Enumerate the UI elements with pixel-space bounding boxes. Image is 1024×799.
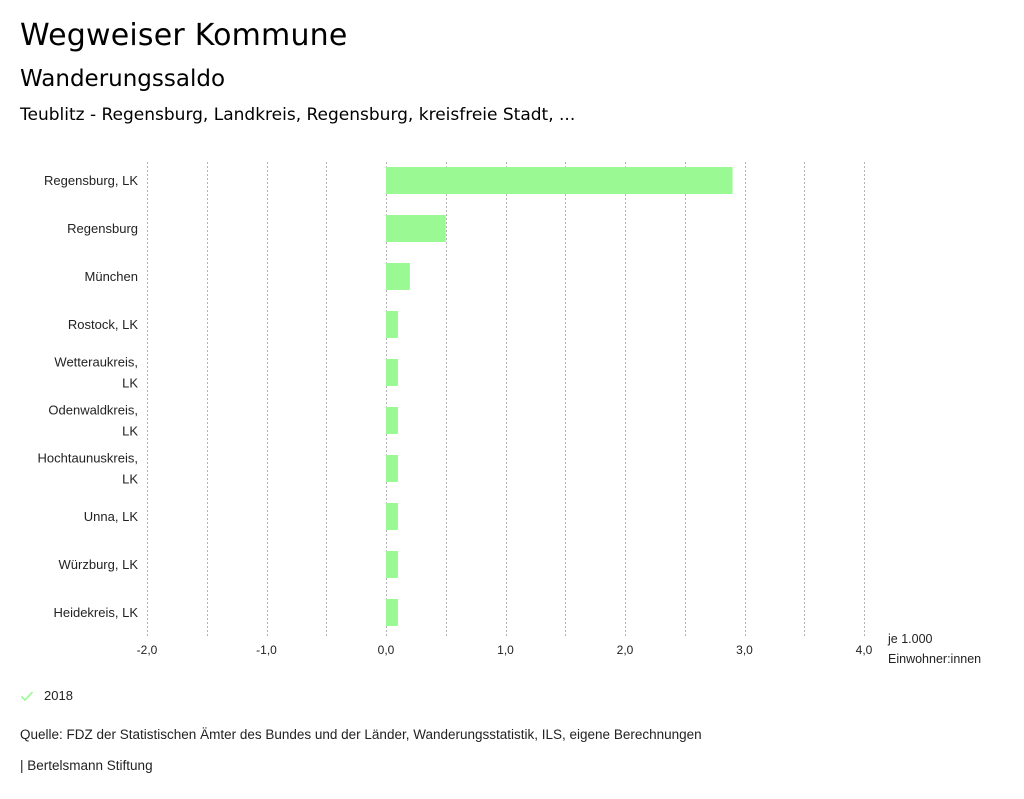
check-icon[interactable] bbox=[20, 689, 34, 703]
category-label: Hochtaunuskreis, LK bbox=[38, 451, 139, 487]
x-axis-unit-line-1: je 1.000 bbox=[887, 632, 933, 646]
bar[interactable] bbox=[386, 311, 398, 338]
credit-note: | Bertelsmann Stiftung bbox=[20, 758, 153, 773]
category-label: Heidekreis, LK bbox=[53, 605, 138, 620]
x-tick-label: 4,0 bbox=[856, 643, 873, 657]
category-label: Odenwaldkreis, LK bbox=[48, 403, 138, 439]
chart-subtitle: Wanderungssaldo bbox=[20, 66, 226, 92]
bar[interactable] bbox=[386, 215, 446, 242]
x-tick-label: 0,0 bbox=[378, 643, 395, 657]
bar[interactable] bbox=[386, 407, 398, 434]
category-label: Regensburg bbox=[67, 221, 138, 236]
bar[interactable] bbox=[386, 455, 398, 482]
bar[interactable] bbox=[386, 263, 410, 290]
bar[interactable] bbox=[386, 359, 398, 386]
bar[interactable] bbox=[386, 599, 398, 626]
legend-item-2018[interactable]: 2018 bbox=[44, 688, 73, 703]
grid-lines bbox=[147, 162, 865, 636]
page-title: Wegweiser Kommune bbox=[20, 18, 348, 53]
bar-chart: Regensburg, LK Regensburg München Rostock, … bbox=[38, 162, 981, 666]
legend: 2018 bbox=[20, 688, 73, 703]
bar[interactable] bbox=[386, 551, 398, 578]
x-tick-label: -1,0 bbox=[256, 643, 277, 657]
category-label: Rostock, LK bbox=[68, 317, 138, 332]
category-label: München bbox=[85, 269, 138, 284]
category-label: Regensburg, LK bbox=[44, 173, 138, 188]
x-tick-label: 3,0 bbox=[736, 643, 753, 657]
x-tick-label: 1,0 bbox=[497, 643, 514, 657]
bars bbox=[386, 167, 733, 626]
category-labels: Regensburg, LK Regensburg München Rostock, … bbox=[38, 173, 139, 620]
bar[interactable] bbox=[386, 167, 733, 194]
x-tick-label: -2,0 bbox=[137, 643, 158, 657]
x-tick-label: 2,0 bbox=[617, 643, 634, 657]
bar[interactable] bbox=[386, 503, 398, 530]
category-label: Würzburg, LK bbox=[59, 557, 139, 572]
category-label: Wetteraukreis, LK bbox=[54, 355, 138, 391]
source-note: Quelle: FDZ der Statistischen Ämter des … bbox=[20, 727, 702, 742]
category-label: Unna, LK bbox=[84, 509, 139, 524]
x-axis-unit-line-2: Einwohner:innen bbox=[888, 652, 981, 666]
region-selection[interactable]: Teublitz - Regensburg, Landkreis, Regens… bbox=[20, 105, 576, 125]
x-tick-labels: -2,0 -1,0 0,0 1,0 2,0 3,0 4,0 bbox=[137, 643, 873, 657]
